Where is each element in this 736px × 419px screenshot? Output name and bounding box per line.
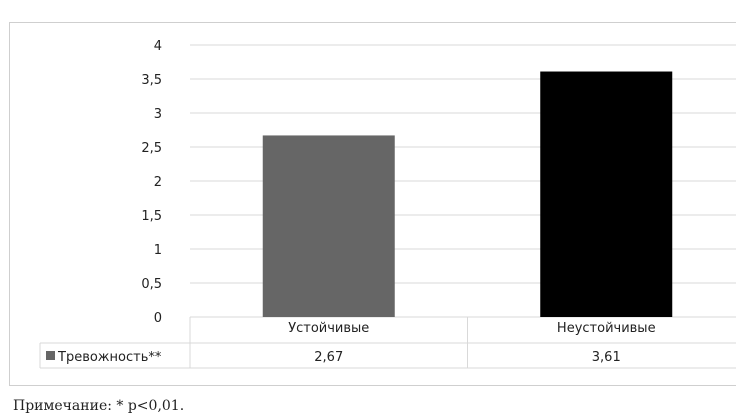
category-label: Устойчивые xyxy=(288,321,369,336)
value-label: 2,67 xyxy=(314,350,343,365)
y-tick-label: 4 xyxy=(154,39,162,54)
legend-label: Тревожность** xyxy=(57,350,162,365)
legend-marker xyxy=(46,351,55,360)
value-label: 3,61 xyxy=(592,350,621,365)
y-tick-label: 1 xyxy=(154,243,162,258)
chart-frame: 0 0,5 1 1,5 2 2,5 3 3,5 4 Устойчивые 2,67 Неустойчи… xyxy=(9,22,736,386)
y-tick-label: 3 xyxy=(154,107,162,122)
chart-note: Примечание: * p<0,01. xyxy=(13,398,185,414)
y-tick-label: 2 xyxy=(154,175,162,190)
bar-1 xyxy=(262,135,395,317)
category-label: Неустойчивые xyxy=(557,321,656,336)
y-tick-label: 1,5 xyxy=(141,209,162,224)
y-tick-label: 2,5 xyxy=(141,141,162,156)
y-tick-label: 0 xyxy=(154,311,162,326)
bar-2 xyxy=(540,71,673,317)
y-tick-label: 3,5 xyxy=(141,73,162,88)
bar-chart: 0 0,5 1 1,5 2 2,5 3 3,5 4 Устойчивые 2,67 Неустойчи… xyxy=(39,39,736,369)
y-tick-label: 0,5 xyxy=(141,277,162,292)
